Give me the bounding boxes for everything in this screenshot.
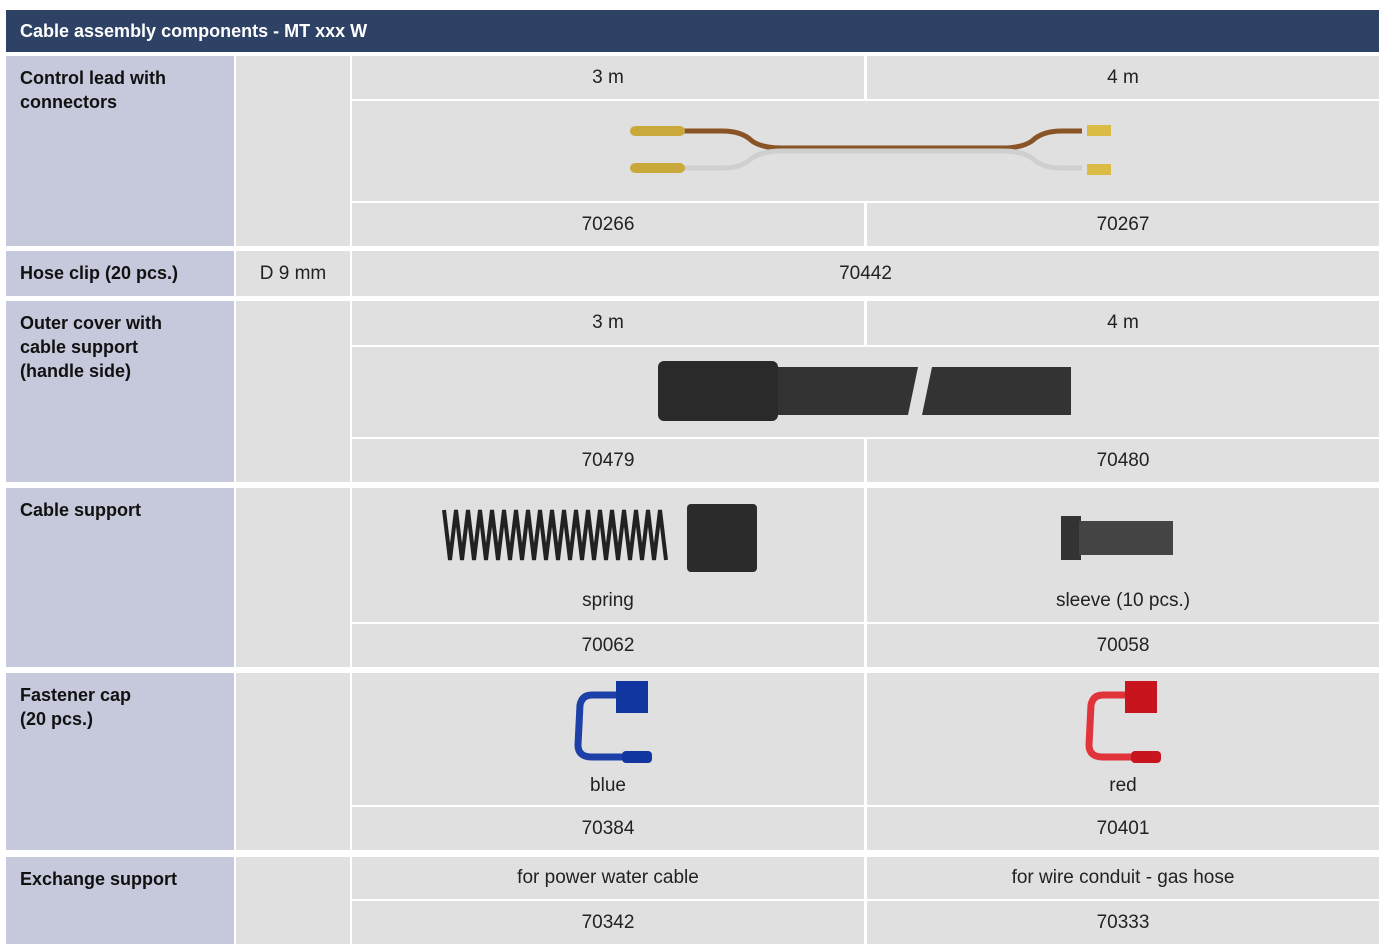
part-number: 70384 xyxy=(352,807,864,850)
row-label: Hose clip (20 pcs.) xyxy=(6,251,234,296)
spec-cell: D 9 mm xyxy=(236,251,350,296)
label-line: Cable support xyxy=(20,500,142,520)
size-cell: 3 m xyxy=(352,56,864,99)
row-label: Control lead with connectors xyxy=(6,56,234,246)
label-line: Fastener cap xyxy=(20,685,132,705)
empty-cell xyxy=(236,56,350,246)
part-number: 70479 xyxy=(352,439,864,482)
label-line: connectors xyxy=(20,92,118,112)
variant-label: red xyxy=(1109,775,1137,796)
label-line: (handle side) xyxy=(20,361,132,381)
label-line: Outer cover with xyxy=(20,313,163,333)
table-title: Cable assembly components - MT xxx W xyxy=(6,10,1379,52)
variant-label: spring xyxy=(582,590,634,611)
part-number: 70401 xyxy=(867,807,1379,850)
label-line: Hose clip (20 pcs.) xyxy=(20,263,179,283)
empty-cell xyxy=(236,301,350,482)
image-cell xyxy=(352,347,1379,437)
part-number: 70333 xyxy=(867,901,1379,944)
sleeve-image xyxy=(1061,516,1173,560)
label-line: cable support xyxy=(20,337,139,357)
variant-cell: spring xyxy=(352,488,864,622)
empty-cell xyxy=(236,488,350,667)
part-number: 70266 xyxy=(352,203,864,246)
image-cell xyxy=(352,101,1379,201)
variant-label: for wire conduit - gas hose xyxy=(867,857,1379,899)
label-line: Control lead with xyxy=(20,68,166,88)
part-number: 70062 xyxy=(352,624,864,667)
part-number: 70480 xyxy=(867,439,1379,482)
control-lead-image xyxy=(630,125,1111,175)
red-cap-image xyxy=(1085,681,1161,763)
spring-image xyxy=(442,504,757,572)
variant-cell: sleeve (10 pcs.) xyxy=(867,488,1379,622)
empty-cell xyxy=(236,673,350,850)
variant-label: blue xyxy=(590,775,626,796)
size-cell: 4 m xyxy=(867,301,1379,345)
row-label: Outer cover with cable support (handle sid… xyxy=(6,301,234,482)
part-number: 70267 xyxy=(867,203,1379,246)
size-cell: 3 m xyxy=(352,301,864,345)
variant-cell: blue xyxy=(352,673,864,805)
outer-cover-image xyxy=(658,361,1071,421)
part-number: 70058 xyxy=(867,624,1379,667)
size-cell: 4 m xyxy=(867,56,1379,99)
variant-label: for power water cable xyxy=(352,857,864,899)
variant-cell: red xyxy=(867,673,1379,805)
label-line: (20 pcs.) xyxy=(20,709,94,729)
label-line: Exchange support xyxy=(20,869,178,889)
row-label: Fastener cap (20 pcs.) xyxy=(6,673,234,850)
empty-cell xyxy=(236,857,350,944)
row-label: Cable support xyxy=(6,488,234,667)
part-number: 70442 xyxy=(352,251,1379,296)
variant-label: sleeve (10 pcs.) xyxy=(1055,590,1191,611)
part-number: 70342 xyxy=(352,901,864,944)
row-label: Exchange support xyxy=(6,857,234,944)
blue-cap-image xyxy=(574,681,652,763)
